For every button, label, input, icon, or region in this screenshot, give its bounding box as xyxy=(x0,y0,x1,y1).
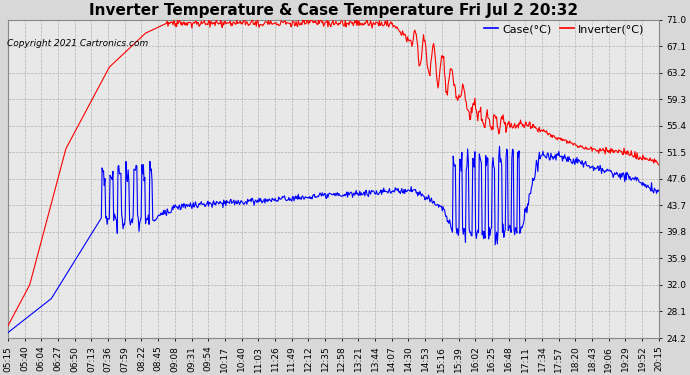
Title: Inverter Temperature & Case Temperature Fri Jul 2 20:32: Inverter Temperature & Case Temperature … xyxy=(89,3,578,18)
Text: Copyright 2021 Cartronics.com: Copyright 2021 Cartronics.com xyxy=(7,39,148,48)
Legend: Case(°C), Inverter(°C): Case(°C), Inverter(°C) xyxy=(480,20,649,39)
